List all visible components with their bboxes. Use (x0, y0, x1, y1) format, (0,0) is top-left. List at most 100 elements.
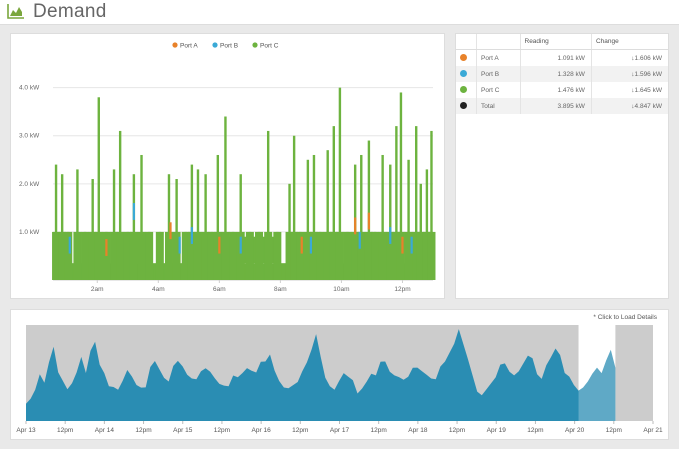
series-port-c-shoulder (193, 231, 202, 280)
cell-reading: 3.895 kW (519, 98, 592, 114)
y-tick-label: 2.0 kW (19, 181, 40, 188)
series-port-c-spike (196, 169, 200, 280)
series-color-cell (456, 66, 477, 82)
series-port-c-spike (266, 130, 270, 280)
table-header-color (456, 34, 477, 50)
reading-table-panel: Reading Change Port A 1.091 kW ↓1.606 kW Po… (455, 33, 669, 299)
series-port-c-spike (91, 179, 94, 280)
series-dot-icon (460, 102, 467, 110)
series-port-c-spike (389, 164, 392, 280)
series-port-a-spike (367, 212, 371, 230)
series-port-c-shoulder (404, 231, 413, 280)
series-port-c-spike (97, 97, 100, 280)
series-port-b-spike (132, 203, 135, 220)
cell-change: ↓4.847 kW (590, 98, 668, 114)
load-details-hint: * Click to Load Details (593, 314, 657, 321)
overview-chart-panel: * Click to Load Details Apr 13 12pm Apr 14… (10, 309, 669, 440)
x-tick-label: 6am (213, 286, 226, 293)
series-port-c-spike (306, 159, 310, 280)
series-port-c-shoulder (364, 231, 373, 280)
series-port-c-shoulder (427, 231, 436, 280)
series-color-cell (456, 50, 477, 67)
series-port-c-spike (425, 169, 429, 280)
area-chart-icon (7, 4, 24, 19)
series-port-c-shoulder (303, 231, 312, 280)
series-port-c-shoulder (213, 231, 222, 280)
demand-chart[interactable]: 1.0 kW 2.0 kW 3.0 kW 4.0 kW Port A Port B Port… (11, 34, 444, 298)
y-tick-label: 3.0 kW (19, 133, 40, 140)
series-port-c-spike (224, 116, 227, 280)
series-port-c-spike (167, 174, 171, 280)
series-port-c-shoulder (187, 231, 196, 280)
series-port-c-spike (332, 126, 336, 281)
series-color-cell (456, 98, 477, 114)
table-row[interactable]: Port C 1.476 kW ↓1.645 kW (456, 82, 668, 98)
x-tick-label: Apr 21 (643, 427, 663, 434)
series-port-b-spike (239, 236, 242, 254)
legend-swatch (252, 42, 258, 48)
series-port-c-shoulder (172, 231, 181, 280)
x-tick-label: 12pm (214, 427, 230, 434)
x-tick-label: 12pm (527, 427, 543, 434)
series-port-c-shoulder (73, 231, 82, 280)
table-row[interactable]: Port A 1.091 kW ↓1.606 kW (456, 49, 668, 67)
cell-name: Port A (476, 49, 520, 66)
x-tick-label: 8am (274, 286, 287, 293)
series-port-c-spike (360, 154, 363, 280)
page-header: Demand (0, 0, 679, 25)
overview-selection-overlay (578, 325, 616, 421)
series-port-c-shoulder (94, 231, 103, 280)
series-port-c-shoulder (129, 231, 138, 280)
series-port-a-spike (105, 239, 108, 256)
series-port-c-shoulder (207, 231, 216, 280)
series-port-c-shoulder (88, 231, 97, 280)
series-port-c-shoulder (296, 231, 305, 280)
series-dot-icon (460, 54, 467, 62)
series-port-c-shoulder (64, 231, 73, 280)
cell-name: Port C (476, 82, 520, 98)
table-row[interactable]: Total 3.895 kW ↓4.847 kW (456, 98, 668, 114)
reading-table: Reading Change Port A 1.091 kW ↓1.606 kW Po… (456, 34, 668, 114)
series-port-c-shoulder (145, 231, 154, 280)
x-tick-label: Apr 19 (487, 427, 507, 434)
series-port-c-shoulder (164, 231, 173, 280)
series-port-c-shoulder (323, 231, 332, 280)
series-port-c-spike (381, 154, 384, 280)
series-port-c-shoulder (371, 231, 380, 280)
x-tick-label: 12pm (57, 427, 73, 434)
series-port-c-spike (367, 140, 371, 280)
x-tick-label: 12pm (292, 427, 308, 434)
series-port-c-shoulder (137, 231, 146, 280)
legend-label: Port C (260, 42, 279, 49)
x-tick-label: Apr 13 (16, 427, 36, 434)
series-port-c-shoulder (316, 231, 325, 280)
series-port-c-shoulder (351, 231, 360, 280)
series-port-c-spike (399, 92, 403, 281)
series-port-c-shoulder (52, 231, 61, 280)
series-port-c-spike (60, 174, 64, 280)
series-port-a-spike (354, 217, 357, 235)
legend-swatch (212, 42, 218, 48)
table-header-row: Reading Change (456, 34, 668, 50)
series-port-a-spike (401, 236, 404, 254)
series-port-c-shoulder (290, 231, 299, 280)
x-tick-label: Apr 15 (173, 427, 193, 434)
series-port-c-shoulder (201, 231, 210, 280)
series-port-c-spike (112, 169, 116, 280)
series-port-c-spike (118, 130, 122, 280)
cell-name: Port B (476, 66, 520, 82)
series-port-c-shoulder (58, 231, 67, 280)
cell-change: ↓1.645 kW (590, 82, 668, 98)
table-header-reading: Reading (519, 34, 592, 50)
series-port-c-shoulder (378, 231, 387, 280)
overview-chart[interactable]: Apr 13 12pm Apr 14 12pm Apr 15 12pm Apr 16 12pm… (11, 310, 668, 439)
overview-area (26, 329, 616, 421)
table-row[interactable]: Port B 1.328 kW ↓1.596 kW (456, 66, 668, 82)
series-port-a-spike (218, 236, 221, 254)
series-port-c-shoulder (422, 231, 431, 280)
series-port-c-shoulder (396, 231, 405, 280)
series-port-c-spike (216, 154, 220, 280)
series-port-c-spike (292, 135, 296, 280)
series-port-c-shoulder (236, 231, 245, 280)
series-port-c-shoulder (116, 231, 125, 280)
